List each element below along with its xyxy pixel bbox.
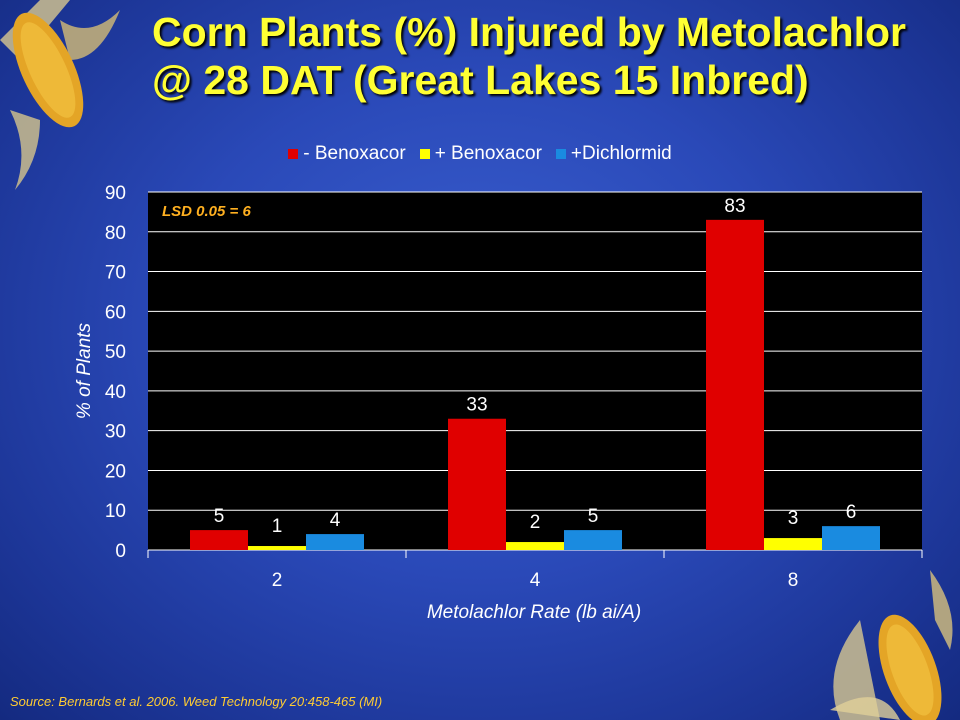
bar-data-label: 5: [214, 506, 225, 527]
corn-bottom-right-image: [830, 570, 953, 720]
x-tick-label: 8: [788, 570, 799, 591]
slide-title: Corn Plants (%) Injured by Metolachlor @…: [152, 8, 942, 104]
y-tick-label: 50: [105, 342, 126, 363]
bar-data-label: 33: [466, 395, 487, 416]
y-tick-label: 90: [105, 183, 126, 204]
legend-item-minus-benoxacor: - Benoxacor: [288, 143, 406, 165]
bar-data-label: 83: [724, 196, 745, 217]
legend-label: + Benoxacor: [434, 143, 542, 164]
y-tick-label: 70: [105, 263, 126, 284]
legend-swatch: [419, 149, 430, 159]
y-tick-label: 60: [105, 302, 126, 323]
bar-chart: 0 10 20 30 40 50 60 70 80 90 2 5 1 4 4 33 2 5 8 83 3 6 LSD 0.0…: [74, 183, 922, 623]
bar-data-label: 1: [272, 516, 283, 537]
bar-data-label: 4: [330, 510, 341, 531]
y-tick-label: 0: [115, 541, 126, 562]
bar: [448, 418, 506, 550]
legend-item-plus-benoxacor: + Benoxacor: [419, 143, 542, 165]
y-tick-label: 30: [105, 422, 126, 443]
plot-area: [148, 192, 922, 550]
y-tick-label: 10: [105, 501, 126, 522]
bar-data-label: 6: [846, 502, 857, 523]
y-axis-title: % of Plants: [74, 322, 95, 419]
bar: [764, 538, 822, 550]
bar: [564, 530, 622, 550]
bar: [506, 542, 564, 550]
title-line-1: Corn Plants (%) Injured by Metolachlor: [152, 9, 907, 55]
legend-swatch: [555, 149, 566, 159]
bar-data-label: 3: [788, 508, 799, 529]
legend-label: +Dichlormid: [570, 143, 672, 164]
y-tick-label: 20: [105, 461, 126, 482]
x-axis-title: Metolachlor Rate (lb ai/A): [427, 602, 641, 623]
y-tick-label: 40: [105, 382, 126, 403]
lsd-annotation: LSD 0.05 = 6: [162, 203, 251, 220]
legend-label: - Benoxacor: [303, 143, 406, 164]
x-tick-label: 4: [530, 570, 541, 591]
y-tick-label: 80: [105, 223, 126, 244]
legend-swatch: [288, 149, 299, 159]
bar: [190, 530, 248, 550]
bar-data-label: 5: [588, 506, 599, 527]
source-citation: Source: Bernards et al. 2006. Weed Techn…: [10, 694, 383, 709]
bar-data-label: 2: [530, 512, 541, 533]
bar: [306, 534, 364, 550]
chart-legend: - Benoxacor + Benoxacor +Dichlormid: [0, 143, 960, 165]
bar: [248, 546, 306, 550]
bar: [822, 526, 880, 550]
x-tick-label: 2: [272, 570, 283, 591]
corn-top-left-image: [0, 0, 120, 190]
bar: [706, 219, 764, 550]
legend-item-plus-dichlormid: +Dichlormid: [555, 143, 672, 165]
title-line-2: @ 28 DAT (Great Lakes 15 Inbred): [152, 57, 809, 103]
